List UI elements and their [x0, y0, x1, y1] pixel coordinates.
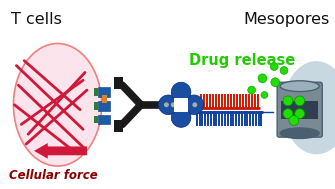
FancyArrow shape [34, 143, 87, 159]
Bar [98, 101, 110, 111]
Circle shape [289, 116, 299, 125]
Circle shape [192, 102, 197, 107]
Circle shape [295, 96, 305, 106]
Bar [98, 87, 110, 97]
Text: Mesopores: Mesopores [244, 12, 330, 27]
Circle shape [270, 63, 278, 70]
Circle shape [248, 86, 256, 94]
Circle shape [261, 91, 268, 98]
Bar [174, 98, 188, 112]
Circle shape [258, 74, 267, 83]
Bar [102, 95, 107, 103]
Circle shape [164, 102, 169, 107]
Text: Cellular force: Cellular force [9, 169, 98, 181]
Circle shape [271, 78, 280, 87]
Text: Drug release: Drug release [189, 53, 295, 68]
Ellipse shape [13, 43, 102, 166]
Ellipse shape [184, 95, 204, 115]
Ellipse shape [171, 108, 191, 127]
FancyBboxPatch shape [277, 82, 322, 137]
Circle shape [295, 109, 305, 119]
Bar [98, 115, 110, 124]
Ellipse shape [283, 61, 335, 154]
Ellipse shape [171, 82, 191, 102]
Ellipse shape [280, 81, 319, 91]
Circle shape [283, 109, 293, 119]
Circle shape [283, 96, 293, 106]
Bar [94, 88, 98, 96]
Bar [115, 77, 123, 89]
Text: T cells: T cells [11, 12, 62, 27]
Bar [94, 102, 98, 110]
Ellipse shape [280, 128, 319, 139]
Bar [281, 101, 318, 119]
Bar [94, 116, 98, 123]
Ellipse shape [158, 95, 178, 115]
Bar [115, 120, 123, 132]
Circle shape [280, 67, 288, 74]
Circle shape [171, 102, 176, 107]
